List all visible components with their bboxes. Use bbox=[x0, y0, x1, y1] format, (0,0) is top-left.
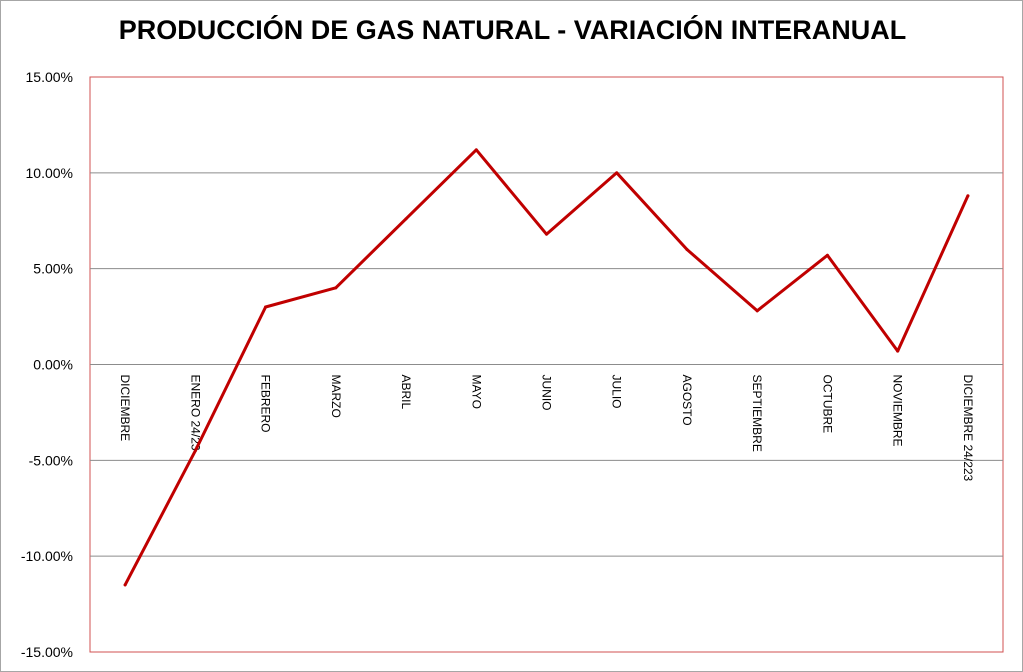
y-tick-label: -5.00% bbox=[29, 452, 73, 468]
y-tick-label: 15.00% bbox=[26, 69, 73, 85]
data-point bbox=[334, 286, 338, 290]
x-tick-label: MAYO bbox=[469, 375, 483, 409]
y-tick-label: 0.00% bbox=[33, 357, 73, 373]
x-tick-label: MARZO bbox=[329, 375, 343, 418]
x-tick-label: FEBRERO bbox=[259, 375, 273, 433]
y-tick-label: -15.00% bbox=[21, 644, 73, 660]
x-tick-label: JULIO bbox=[610, 375, 624, 409]
x-tick-label: DICIEMBRE 24/223 bbox=[961, 375, 975, 482]
x-tick-label: JUNIO bbox=[540, 375, 554, 411]
x-tick-label: NOVIEMBRE bbox=[891, 375, 905, 447]
data-point bbox=[404, 217, 408, 221]
data-point bbox=[474, 148, 478, 152]
data-point bbox=[545, 232, 548, 236]
x-tick-label: ABRIL bbox=[399, 375, 413, 410]
y-tick-label: 10.00% bbox=[26, 165, 73, 181]
x-tick-label: SEPTIEMBRE bbox=[750, 375, 764, 452]
data-point bbox=[825, 253, 829, 257]
data-point bbox=[966, 194, 970, 198]
series-line bbox=[123, 148, 970, 587]
data-point bbox=[615, 171, 619, 175]
data-point bbox=[123, 583, 127, 587]
y-tick-label: 5.00% bbox=[33, 261, 73, 277]
x-tick-label: DICIEMBRE bbox=[118, 375, 132, 442]
y-tick-label: -10.00% bbox=[21, 548, 73, 564]
x-tick-label: ENERO 24/23 bbox=[188, 375, 202, 451]
chart-title: PRODUCCIÓN DE GAS NATURAL - VARIACIÓN IN… bbox=[118, 15, 907, 45]
data-point bbox=[685, 248, 689, 251]
data-point bbox=[193, 449, 197, 453]
data-point bbox=[264, 305, 268, 309]
x-tick-label: OCTUBRE bbox=[820, 375, 834, 434]
x-tick-label: AGOSTO bbox=[680, 375, 694, 426]
data-point bbox=[896, 349, 900, 353]
data-point bbox=[755, 309, 759, 313]
